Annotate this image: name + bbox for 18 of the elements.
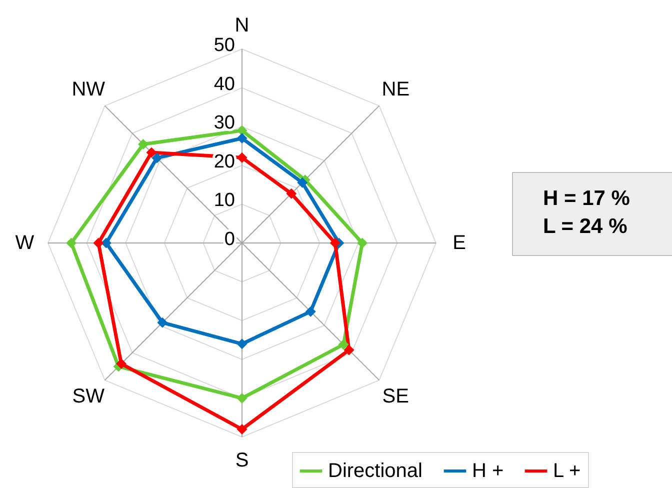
y-tick-label: 10 [214,190,235,212]
legend-label: L + [553,460,581,482]
legend-label: H + [472,460,504,482]
spoke-label: NE [382,78,410,100]
text: L = 24 % [543,214,628,240]
y-tick-label: 40 [214,74,235,95]
spoke-label: SE [382,386,409,408]
y-tick-label: 0 [224,229,235,250]
spoke-label: E [452,232,466,254]
spoke-label: W [15,232,34,254]
text: H = 17 % [543,186,631,212]
y-tick-label: 30 [214,112,235,134]
spoke-label: NW [72,78,106,100]
y-tick-label: 50 [214,35,235,56]
spoke-label: S [235,449,249,472]
spoke-label: N [234,14,250,37]
spoke-label: SW [72,386,105,408]
legend-label: Directional [328,460,422,482]
